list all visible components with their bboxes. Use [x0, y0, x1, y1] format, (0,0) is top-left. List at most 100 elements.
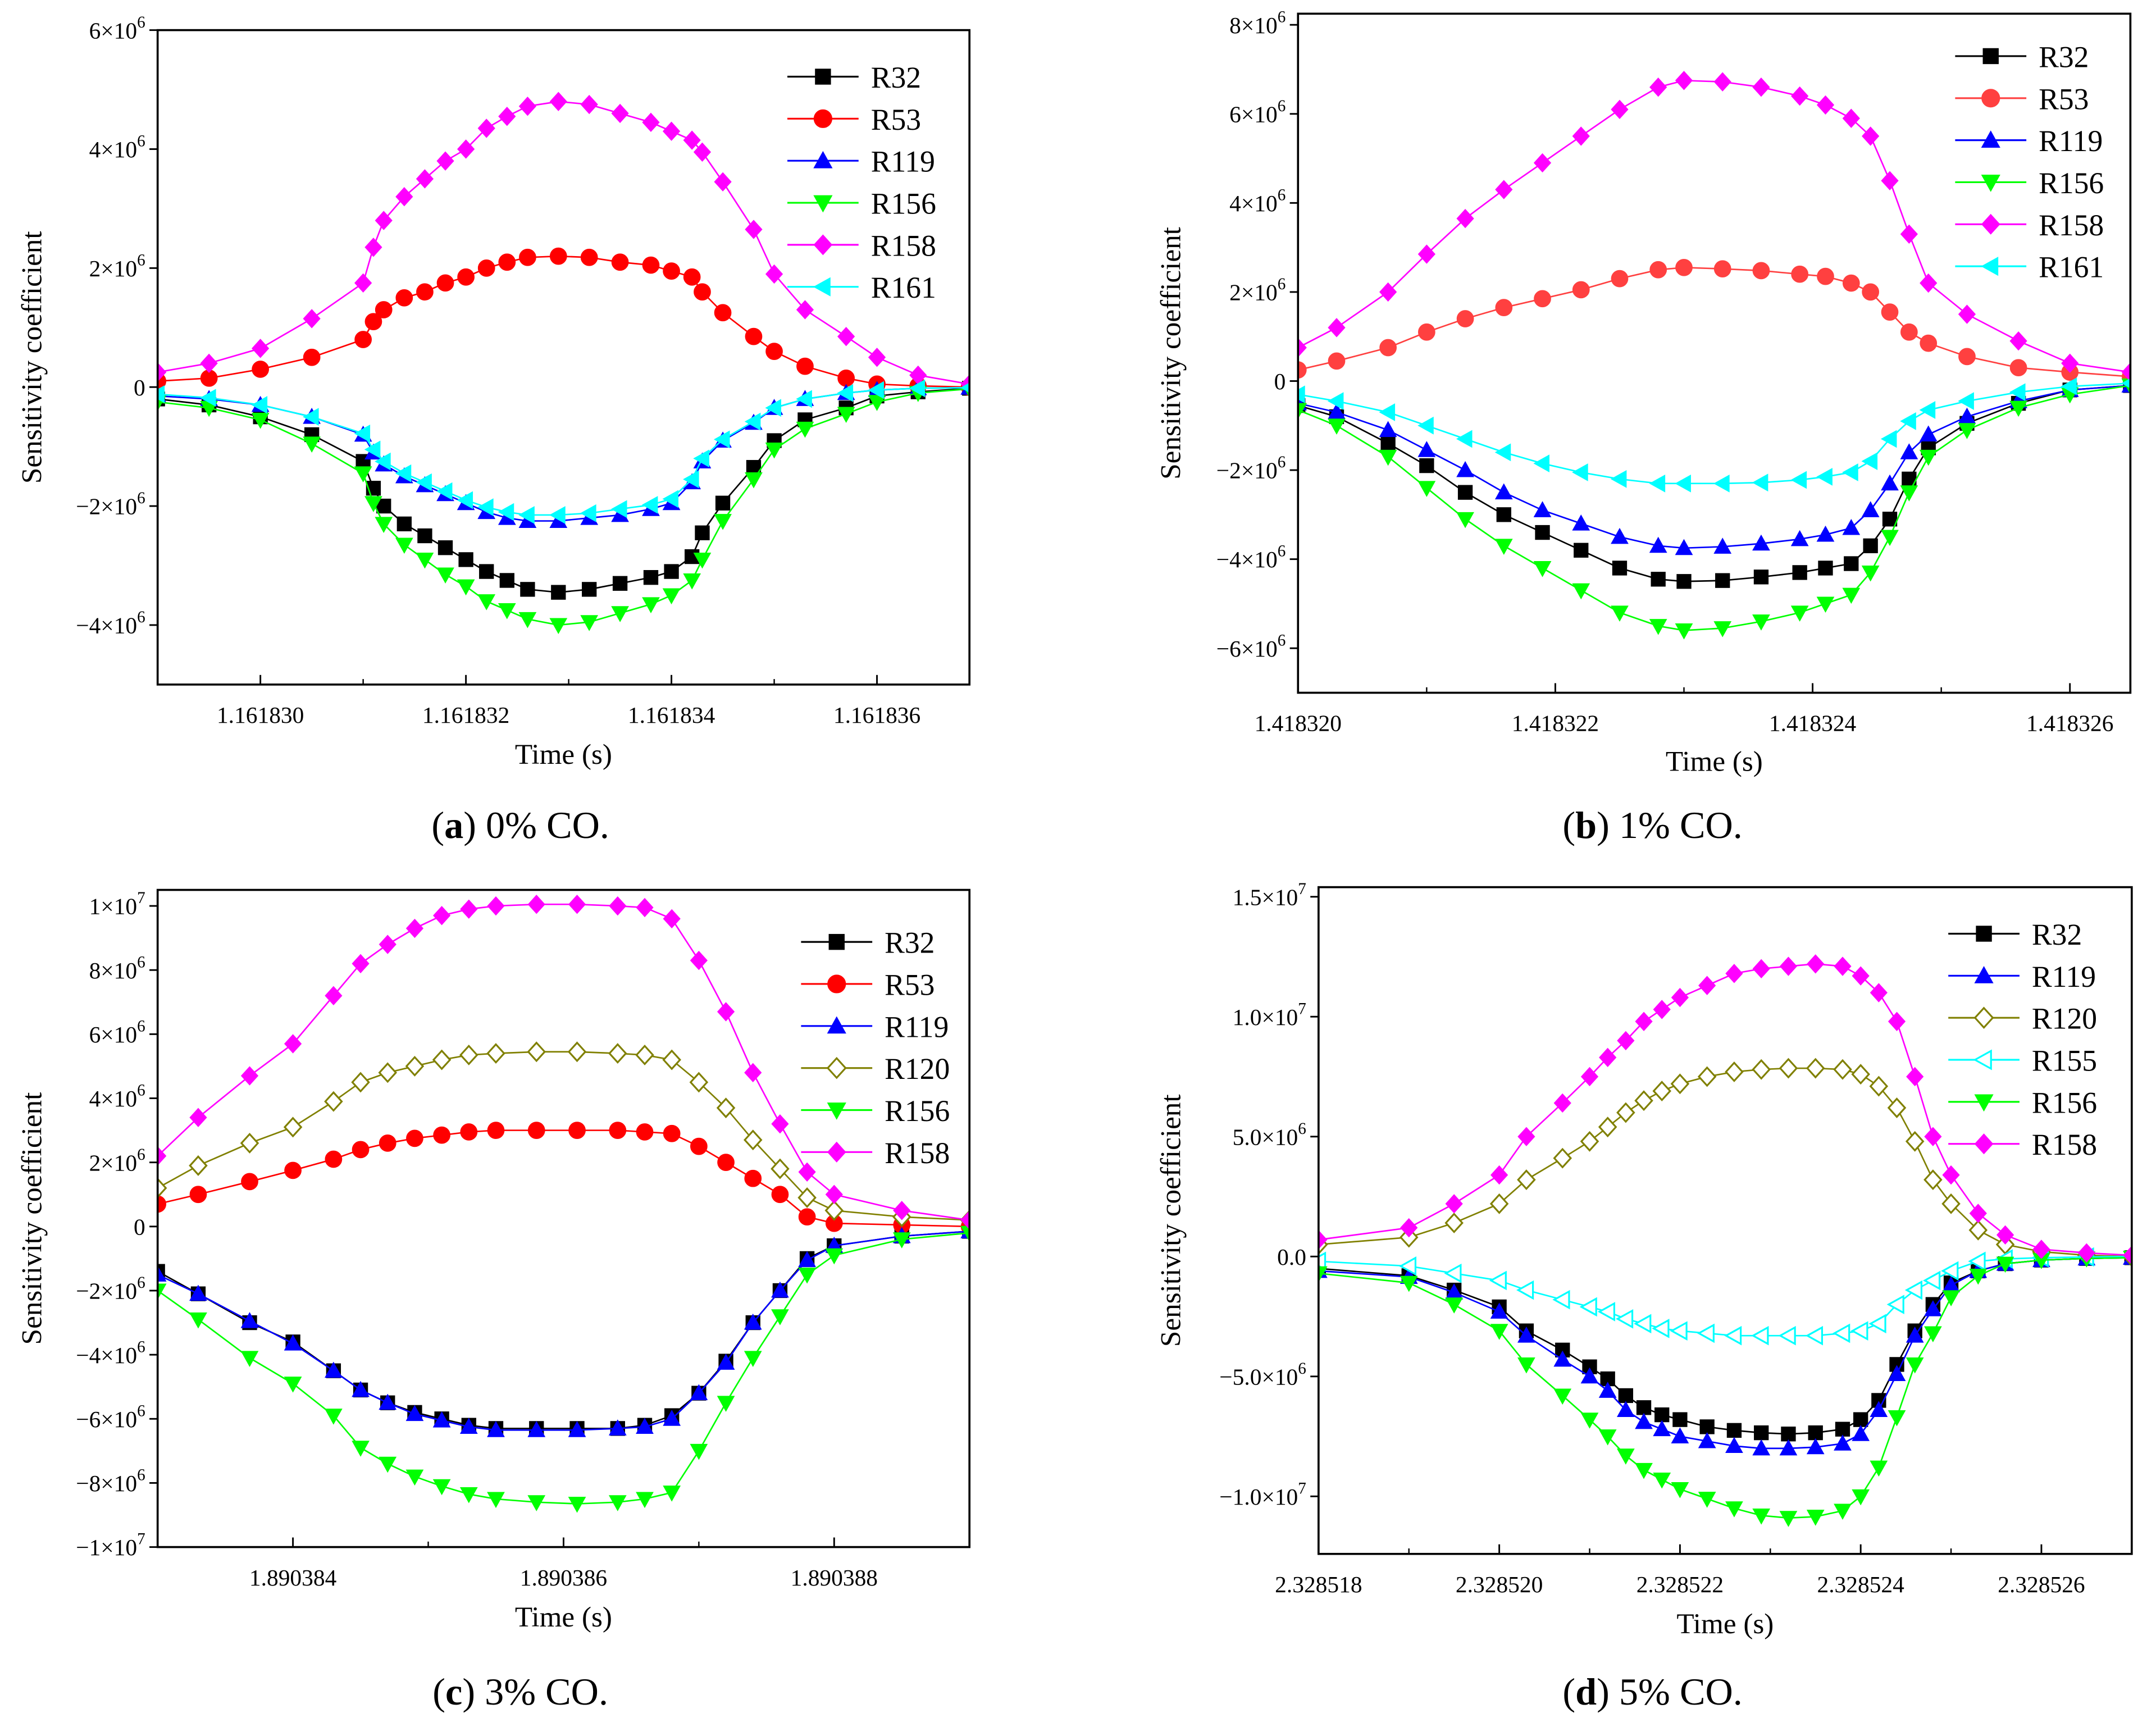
data-point-R158: [636, 897, 654, 918]
data-point-R119: [1842, 518, 1861, 535]
legend-label: R161: [2039, 250, 2104, 284]
data-point-R32: [1457, 485, 1473, 500]
legend-label: R156: [2039, 166, 2104, 200]
y-tick-label: 4×106: [89, 1082, 145, 1112]
data-point-R120: [1779, 1058, 1798, 1079]
data-point-R156: [352, 1441, 370, 1457]
legend-marker-R158: [1981, 213, 2000, 235]
data-point-R158: [436, 151, 454, 171]
data-point-R158: [2121, 362, 2131, 382]
data-point-R156: [1553, 1388, 1572, 1405]
data-point-R158: [325, 986, 343, 1006]
data-point-R161: [1752, 473, 1768, 492]
data-point-R156: [1456, 512, 1474, 528]
plot-frame: [156, 29, 971, 686]
data-point-R161: [765, 399, 782, 417]
data-point-R158: [1553, 1093, 1571, 1113]
data-point-R161: [303, 408, 319, 426]
legend-item-R120: R120: [1948, 1002, 2097, 1036]
data-point-R120: [1598, 1117, 1617, 1138]
legend-marker-R156: [1974, 1094, 1994, 1112]
data-point-R53: [745, 327, 763, 345]
data-point-R119: [1675, 539, 1693, 555]
data-point-R158: [825, 1184, 843, 1204]
legend-item-R158: R158: [1948, 1128, 2097, 1161]
data-point-R119: [1572, 514, 1590, 531]
data-point-R158: [1920, 273, 1938, 293]
data-point-R161: [436, 482, 453, 500]
data-point-R32: [479, 564, 494, 579]
legend-label: R156: [885, 1094, 950, 1128]
plot-frame: [1297, 12, 2132, 694]
data-point-R158: [683, 130, 701, 150]
data-point-R156: [1790, 605, 1809, 622]
legend-label: R156: [2032, 1086, 2097, 1119]
caption-text: 5% CO.: [1610, 1670, 1743, 1713]
data-point-R119: [1906, 1327, 1924, 1343]
caption-letter: c: [445, 1670, 462, 1713]
y-tick-label: −1.0×107: [1219, 1479, 1306, 1510]
y-tick-label: −6×106: [1216, 631, 1286, 662]
data-point-R32: [1699, 1419, 1715, 1434]
data-point-R161: [251, 396, 268, 414]
data-point-R156: [1752, 1509, 1771, 1525]
data-point-R161: [641, 496, 658, 514]
data-point-R119: [1553, 1350, 1572, 1367]
legend: R32 R53 R119 R156 R158 R161: [1955, 40, 2104, 284]
panel-caption: (a) 0% CO.: [431, 804, 609, 846]
data-point-R53: [1418, 323, 1435, 341]
data-point-R120: [1725, 1061, 1744, 1082]
data-point-R119: [568, 1421, 586, 1437]
data-point-R53: [642, 256, 660, 274]
data-point-R156: [189, 1312, 207, 1329]
data-point-R119: [1456, 461, 1474, 477]
y-tick-label: 0: [1274, 368, 1286, 394]
data-point-R32: [1496, 507, 1511, 522]
legend-label: R32: [2039, 40, 2089, 74]
data-point-R53: [354, 331, 372, 348]
data-point-R161: [157, 385, 165, 403]
caption-letter: a: [444, 804, 463, 846]
data-point-R156: [717, 1396, 735, 1412]
x-axis-title: Time (s): [515, 739, 612, 771]
legend-item-R156: R156: [1948, 1086, 2097, 1119]
data-point-R158: [284, 1034, 302, 1054]
legend-marker-R161: [813, 277, 831, 297]
data-point-R53: [189, 1186, 207, 1204]
data-point-R156: [1816, 596, 1835, 613]
data-point-R158: [157, 362, 167, 382]
data-point-R158: [498, 107, 516, 126]
data-point-R156: [868, 395, 886, 411]
data-point-R53: [636, 1123, 654, 1141]
data-point-R120: [662, 1049, 681, 1070]
data-point-R158: [1816, 95, 1835, 115]
data-point-R120: [527, 1041, 546, 1063]
data-point-R158: [1906, 1067, 1924, 1087]
data-point-R53: [694, 283, 711, 301]
data-point-R120: [486, 1043, 505, 1064]
data-point-R156: [364, 496, 382, 512]
data-point-R155: [1552, 1290, 1570, 1310]
legend-item-R158: R158: [801, 1136, 950, 1170]
data-point-R158: [2123, 1245, 2132, 1265]
data-point-R158: [1635, 1011, 1653, 1031]
legend-item-R156: R156: [801, 1094, 950, 1128]
data-point-R119: [1580, 1367, 1599, 1384]
data-point-R156: [527, 1495, 546, 1511]
data-point-R53: [1713, 260, 1731, 278]
legend-item-R119: R119: [1955, 124, 2103, 158]
data-point-R156: [518, 612, 537, 628]
data-point-R119: [1379, 421, 1397, 438]
data-point-R119: [1870, 1401, 1888, 1417]
data-point-R156: [892, 1232, 911, 1249]
data-point-R119: [1616, 1401, 1635, 1417]
data-point-R53: [379, 1134, 396, 1152]
data-point-R53: [1862, 283, 1880, 301]
data-point-R120: [324, 1091, 343, 1112]
data-point-R53: [157, 1195, 167, 1213]
data-point-R156: [395, 537, 413, 554]
y-tick-label: −2×106: [1216, 453, 1286, 484]
data-point-R53: [2009, 359, 2027, 377]
data-point-R53: [549, 247, 567, 265]
data-point-R156: [580, 615, 599, 631]
